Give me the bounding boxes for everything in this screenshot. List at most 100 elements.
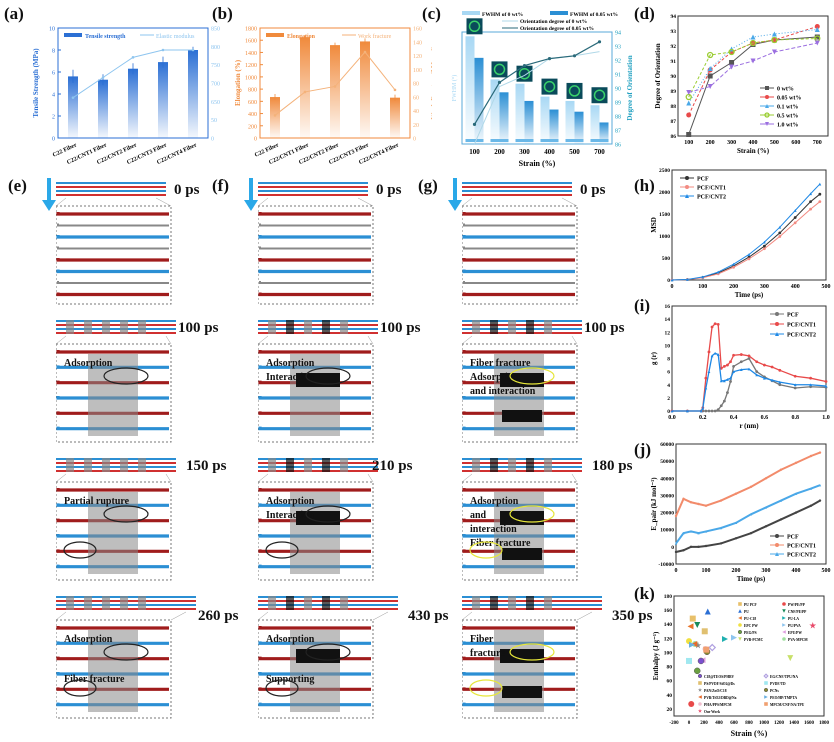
arrow-head [448,200,462,211]
time-label: 260 ps [198,608,239,624]
thumbnail-segment [102,458,110,472]
data-point [793,216,797,219]
y-tick-label: 1200 [245,63,257,69]
thumbnail-segment [84,320,92,334]
data-point [704,544,708,548]
data-point [750,34,756,40]
data-point [749,531,753,535]
legend-marker [763,673,769,679]
zoom-line [258,335,269,345]
y-tick-label: 400 [248,112,257,118]
zoom-line [357,197,374,207]
polymer-chain [56,212,169,216]
data-point [674,542,678,545]
zoom-line [462,611,473,621]
chart-b: 0 200 400 600 800 1000 1200 1400 1600 1800 0 20 40 60… [234,27,432,167]
chart-h: 0 100 200 300 400 500 0 500 1000 1500 2000 2500 Time… [650,168,831,299]
bar-base [465,139,484,142]
polymer-chain [462,212,575,216]
line-point [303,90,307,94]
thumbnail-segment [102,596,110,610]
zoom-line [56,473,67,483]
thumbnail-segment [66,596,74,610]
y-tick-label: 0 [667,409,670,415]
legend-marker [765,104,769,108]
data-point [809,504,813,507]
polymer-chain [258,258,371,262]
scatter-point [694,667,701,675]
legend-label: Our Work [704,710,720,714]
y-tick-label: 600 [248,100,257,106]
data-point [793,209,797,212]
y-tick-label: 94 [671,14,677,20]
panel-label-a: (a) [4,4,24,23]
legend-label: PCF/CNT1 [787,323,816,329]
data-point [732,364,735,368]
data-point [739,360,743,364]
bar-fwhm-0 [490,79,500,144]
zoom-line [367,473,374,483]
zoom-line [561,197,578,207]
polymer-chain [258,212,371,216]
arrow-shaft [453,178,457,202]
data-point [729,60,735,65]
data-point [713,322,717,326]
legend-marker [782,623,786,627]
polymer-chain [56,626,169,630]
thumbnail-chain [56,324,176,326]
zoom-box [462,205,578,305]
y2-tick-label: 20 [413,123,419,129]
y-axis-label: MSD [650,217,658,233]
polymer-chain [56,258,169,262]
zoom-line [165,473,172,483]
x-tick-label: 400 [792,568,801,574]
data-point [824,384,828,388]
data-point [809,192,812,196]
scatter-point [697,657,705,665]
y-tick-label: 1000 [245,75,257,81]
legend-label: EPC PW [744,624,758,628]
thumbnail-segment [138,596,146,610]
data-point [686,100,692,106]
diffraction-ring [568,85,581,97]
data-point [722,399,726,403]
y2-tick-label: 100 [413,68,422,74]
thumbnail-chain [462,466,582,468]
data-point [726,391,729,395]
annotation-label: Fiber fracture [470,538,531,549]
highlight-ellipse [305,367,351,385]
thumbnail-chain [258,190,368,192]
y-tick-label: 89 [671,89,677,95]
y-tick-label: 160 [664,608,673,614]
y2-tick-label: 120 [413,54,422,60]
time-label: 0 ps [580,182,606,198]
polymer-chain [259,223,371,227]
data-point [809,383,812,387]
y-tick-label: 2000 [659,190,670,196]
polymer-chain [462,626,575,630]
thumbnail-chain [462,328,582,330]
y2-tick-label: 91 [615,73,621,79]
scatter-point [689,615,696,622]
data-point [778,235,782,238]
data-point [710,409,714,413]
annotation-label: Adsorption [64,634,113,645]
data-point [771,31,777,37]
y-tick-label: 1500 [659,212,670,218]
chart-d: 100 200 300 400 500 600 700 86 87 88 89 90 91 92 93 94 S… [654,14,829,155]
y-tick-label: 90 [671,74,677,80]
y2-tick-label: 89 [615,101,621,107]
data-point [686,132,692,137]
x-tick-label: 300 [727,140,736,146]
scatter-point [703,646,710,653]
time-label: 180 ps [592,458,633,474]
panel-label-f: (f) [212,176,229,195]
bar [270,97,280,138]
thumbnail-segment [340,458,348,472]
y-tick-label: 140 [664,622,673,628]
y-tick-label: 50000 [660,459,674,465]
data-point [707,350,711,354]
arrow-shaft [47,178,51,202]
legend-marker [738,609,742,613]
data-point [771,36,778,44]
